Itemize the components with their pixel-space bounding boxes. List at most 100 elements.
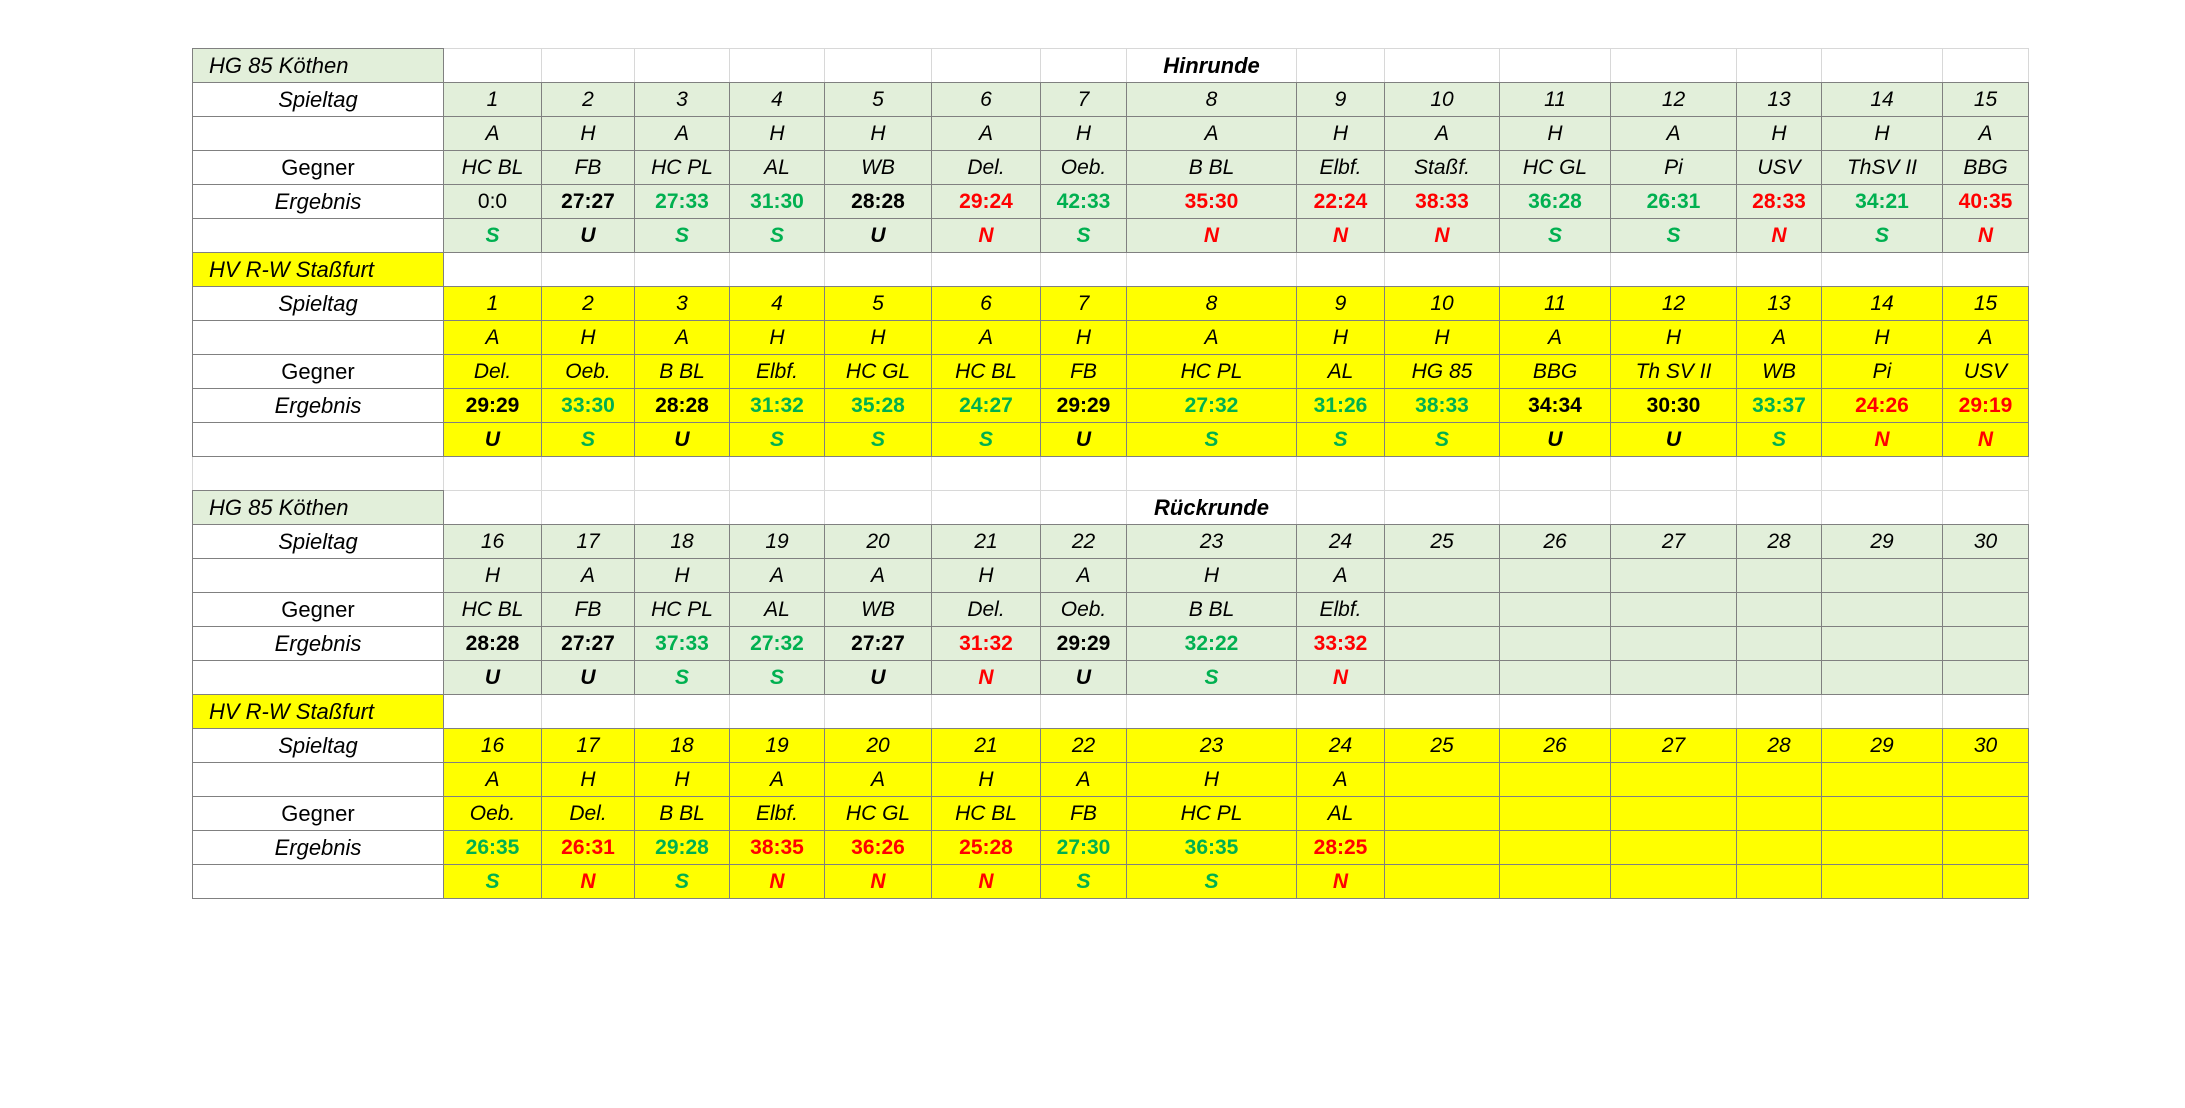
venue-cell[interactable]: A (931, 116, 1041, 151)
opponent-cell[interactable]: USV (1736, 150, 1822, 185)
blank-header-cell[interactable] (729, 490, 825, 525)
opponent-cell[interactable]: HC BL (931, 796, 1041, 831)
outcome-cell[interactable]: U (541, 218, 635, 253)
venue-cell[interactable] (1610, 762, 1737, 797)
blank-header-cell[interactable] (1296, 252, 1385, 287)
matchday-cell[interactable]: 18 (634, 524, 730, 559)
blank-header-cell[interactable] (1610, 252, 1737, 287)
spacer-cell[interactable] (541, 456, 635, 491)
opponent-cell[interactable] (1499, 592, 1611, 627)
row-label-gegner[interactable]: Gegner (192, 150, 444, 185)
venue-cell[interactable] (1942, 558, 2029, 593)
result-cell[interactable] (1384, 830, 1500, 865)
outcome-cell[interactable] (1610, 660, 1737, 695)
result-cell[interactable] (1736, 830, 1822, 865)
matchday-cell[interactable]: 28 (1736, 524, 1822, 559)
spacer-cell[interactable] (192, 456, 444, 491)
matchday-cell[interactable]: 8 (1126, 286, 1297, 321)
blank-header-cell[interactable] (1942, 48, 2029, 83)
outcome-cell[interactable] (1821, 864, 1943, 899)
matchday-cell[interactable]: 9 (1296, 82, 1385, 117)
row-label-spieltag[interactable]: Spieltag (192, 728, 444, 763)
result-cell[interactable]: 35:30 (1126, 184, 1297, 219)
result-cell[interactable]: 29:29 (1040, 388, 1127, 423)
row-label-blank[interactable] (192, 422, 444, 457)
result-cell[interactable]: 36:28 (1499, 184, 1611, 219)
venue-cell[interactable]: H (541, 320, 635, 355)
blank-header-cell[interactable] (1499, 252, 1611, 287)
matchday-cell[interactable]: 11 (1499, 82, 1611, 117)
result-cell[interactable]: 30:30 (1610, 388, 1737, 423)
round-header-cell[interactable]: Rückrunde (1126, 490, 1297, 525)
row-label-blank[interactable] (192, 864, 444, 899)
matchday-cell[interactable]: 10 (1384, 82, 1500, 117)
team-header-cell[interactable]: HG 85 Köthen (192, 490, 444, 525)
row-label-blank[interactable] (192, 558, 444, 593)
opponent-cell[interactable]: AL (729, 150, 825, 185)
blank-header-cell[interactable] (729, 694, 825, 729)
outcome-cell[interactable]: S (443, 218, 542, 253)
result-cell[interactable] (1384, 626, 1500, 661)
result-cell[interactable]: 28:28 (443, 626, 542, 661)
opponent-cell[interactable] (1736, 796, 1822, 831)
blank-header-cell[interactable] (634, 252, 730, 287)
opponent-cell[interactable]: Elbf. (1296, 592, 1385, 627)
venue-cell[interactable]: H (1040, 320, 1127, 355)
opponent-cell[interactable]: B BL (634, 354, 730, 389)
result-cell[interactable]: 29:24 (931, 184, 1041, 219)
outcome-cell[interactable]: N (1821, 422, 1943, 457)
outcome-cell[interactable]: N (1296, 864, 1385, 899)
outcome-cell[interactable]: U (1040, 422, 1127, 457)
opponent-cell[interactable]: Oeb. (541, 354, 635, 389)
result-cell[interactable]: 35:28 (824, 388, 932, 423)
opponent-cell[interactable]: HC PL (634, 150, 730, 185)
result-cell[interactable]: 28:33 (1736, 184, 1822, 219)
blank-header-cell[interactable] (729, 252, 825, 287)
blank-header-cell[interactable] (541, 694, 635, 729)
outcome-cell[interactable]: S (634, 218, 730, 253)
blank-header-cell[interactable] (1384, 694, 1500, 729)
opponent-cell[interactable]: Del. (541, 796, 635, 831)
matchday-cell[interactable]: 5 (824, 286, 932, 321)
opponent-cell[interactable]: BBG (1942, 150, 2029, 185)
matchday-cell[interactable]: 19 (729, 728, 825, 763)
venue-cell[interactable]: A (443, 116, 542, 151)
spacer-cell[interactable] (1610, 456, 1737, 491)
opponent-cell[interactable]: HC BL (931, 354, 1041, 389)
blank-header-cell[interactable] (1499, 490, 1611, 525)
result-cell[interactable]: 28:28 (824, 184, 932, 219)
blank-header-cell[interactable] (541, 490, 635, 525)
row-label-gegner[interactable]: Gegner (192, 796, 444, 831)
blank-header-cell[interactable] (1384, 252, 1500, 287)
result-cell[interactable] (1942, 830, 2029, 865)
round-header-cell[interactable]: Hinrunde (1126, 48, 1297, 83)
result-cell[interactable]: 32:22 (1126, 626, 1297, 661)
outcome-cell[interactable]: S (1040, 218, 1127, 253)
spacer-cell[interactable] (1040, 456, 1127, 491)
matchday-cell[interactable]: 30 (1942, 524, 2029, 559)
venue-cell[interactable] (1821, 558, 1943, 593)
opponent-cell[interactable]: HG 85 (1384, 354, 1500, 389)
venue-cell[interactable]: H (729, 116, 825, 151)
venue-cell[interactable] (1821, 762, 1943, 797)
outcome-cell[interactable] (1942, 864, 2029, 899)
opponent-cell[interactable]: Pi (1821, 354, 1943, 389)
matchday-cell[interactable]: 17 (541, 524, 635, 559)
result-cell[interactable]: 27:33 (634, 184, 730, 219)
row-label-gegner[interactable]: Gegner (192, 354, 444, 389)
opponent-cell[interactable]: HC GL (824, 796, 932, 831)
result-cell[interactable]: 25:28 (931, 830, 1041, 865)
row-label-blank[interactable] (192, 660, 444, 695)
result-cell[interactable]: 28:25 (1296, 830, 1385, 865)
matchday-cell[interactable]: 17 (541, 728, 635, 763)
venue-cell[interactable]: A (1126, 116, 1297, 151)
outcome-cell[interactable]: U (824, 218, 932, 253)
result-cell[interactable]: 34:21 (1821, 184, 1943, 219)
matchday-cell[interactable]: 3 (634, 286, 730, 321)
opponent-cell[interactable]: B BL (1126, 150, 1297, 185)
blank-header-cell[interactable] (1942, 252, 2029, 287)
matchday-cell[interactable]: 3 (634, 82, 730, 117)
blank-header-cell[interactable] (1384, 48, 1500, 83)
matchday-cell[interactable]: 10 (1384, 286, 1500, 321)
opponent-cell[interactable]: HC GL (1499, 150, 1611, 185)
